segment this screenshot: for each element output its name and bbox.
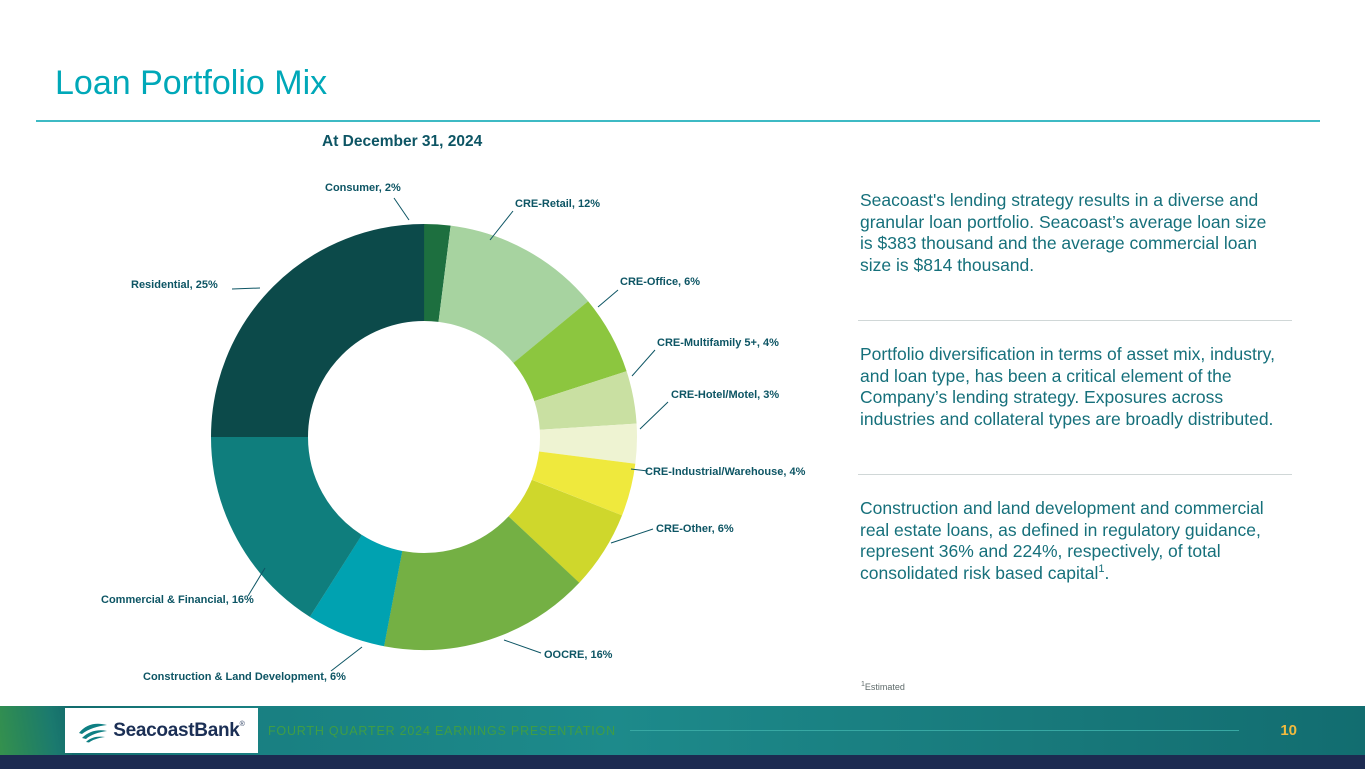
insight-text: Seacoast's lending strategy results in a…	[860, 190, 1267, 275]
chart-label-cre-industrial: CRE-Industrial/Warehouse, 4%	[645, 466, 806, 478]
donut-segment-commercial-financial	[211, 224, 637, 650]
donut-segment-construction-land-development	[211, 224, 637, 650]
footer-rule	[629, 730, 1239, 731]
footnote-text: Estimated	[864, 682, 905, 692]
donut-segment-cre-hotel-motel	[211, 224, 637, 650]
chart-label-cre-retail: CRE-Retail, 12%	[515, 198, 600, 210]
insight-divider	[858, 320, 1292, 321]
page-number: 10	[1280, 722, 1297, 739]
donut-segment-cre-retail	[211, 223, 637, 650]
insight-text: Portfolio diversification in terms of as…	[860, 344, 1275, 429]
chart-label-oocre: OOCRE, 16%	[544, 649, 613, 661]
chart-label-cre-multifamily: CRE-Multifamily 5+, 4%	[657, 337, 779, 349]
leader-line-cre-office	[597, 289, 619, 308]
chart-label-cre-other: CRE-Other, 6%	[656, 523, 734, 535]
insight-paragraph-2: Portfolio diversification in terms of as…	[860, 344, 1280, 430]
donut-segment-cre-multifamily-5-	[211, 224, 637, 650]
insight-text-suffix: .	[1104, 562, 1110, 583]
chart-label-consumer: Consumer, 2%	[325, 182, 401, 194]
page-title: Loan Portfolio Mix	[55, 64, 328, 102]
chart-label-cre-office: CRE-Office, 6%	[620, 276, 701, 288]
leader-line-cre-multifamily	[631, 349, 656, 377]
insight-divider	[858, 474, 1292, 475]
donut-segment-residential	[211, 224, 637, 650]
chart-heading: At December 31, 2024	[322, 133, 483, 150]
insight-paragraph-3: Construction and land development and co…	[860, 498, 1280, 584]
donut-segment-cre-office	[210, 223, 637, 650]
footnote-marker: 1	[861, 681, 865, 688]
footnote-ref: 1	[1098, 562, 1105, 575]
presentation-label: FOURTH QUARTER 2024 EARNINGS PRESENTATIO…	[268, 723, 616, 738]
leader-line-residential	[231, 287, 261, 290]
insight-text: Construction and land development and co…	[860, 498, 1264, 583]
chart-label-construction: Construction & Land Development, 6%	[143, 671, 346, 683]
footnote: 1Estimated	[861, 681, 905, 692]
bottom-strip	[0, 755, 1365, 769]
footer: SeacoastBank ® FOURTH QUARTER 2024 EARNI…	[0, 706, 1365, 755]
registered-mark: ®	[239, 721, 245, 728]
leader-lines	[231, 197, 669, 672]
chart-label-commercial: Commercial & Financial, 16%	[101, 594, 254, 606]
leader-line-cre-retail	[489, 210, 514, 241]
seacoast-logo: SeacoastBank ®	[65, 708, 258, 753]
leader-line-consumer	[393, 197, 410, 221]
donut-segment-cre-other	[211, 224, 637, 650]
leader-line-cre-industrial	[630, 468, 649, 472]
donut-segment-cre-industrial-warehouse	[211, 224, 637, 650]
seacoast-bird-icon	[79, 723, 108, 742]
footer-leaf-art	[0, 706, 72, 755]
footer-center: FOURTH QUARTER 2024 EARNINGS PRESENTATIO…	[268, 706, 1285, 755]
logo-wordmark: SeacoastBank	[113, 719, 240, 741]
chart-label-cre-hotel-motel: CRE-Hotel/Motel, 3%	[671, 389, 780, 401]
leader-line-construction	[330, 646, 363, 672]
leader-line-commercial	[247, 567, 266, 597]
leader-line-cre-other	[610, 528, 654, 544]
insight-paragraph-1: Seacoast's lending strategy results in a…	[860, 190, 1280, 276]
title-underline	[36, 120, 1320, 122]
donut-ring	[210, 223, 637, 650]
leader-line-cre-hotel-motel	[639, 401, 669, 430]
chart-label-residential: Residential, 25%	[131, 279, 218, 291]
leader-line-oocre	[503, 639, 542, 654]
